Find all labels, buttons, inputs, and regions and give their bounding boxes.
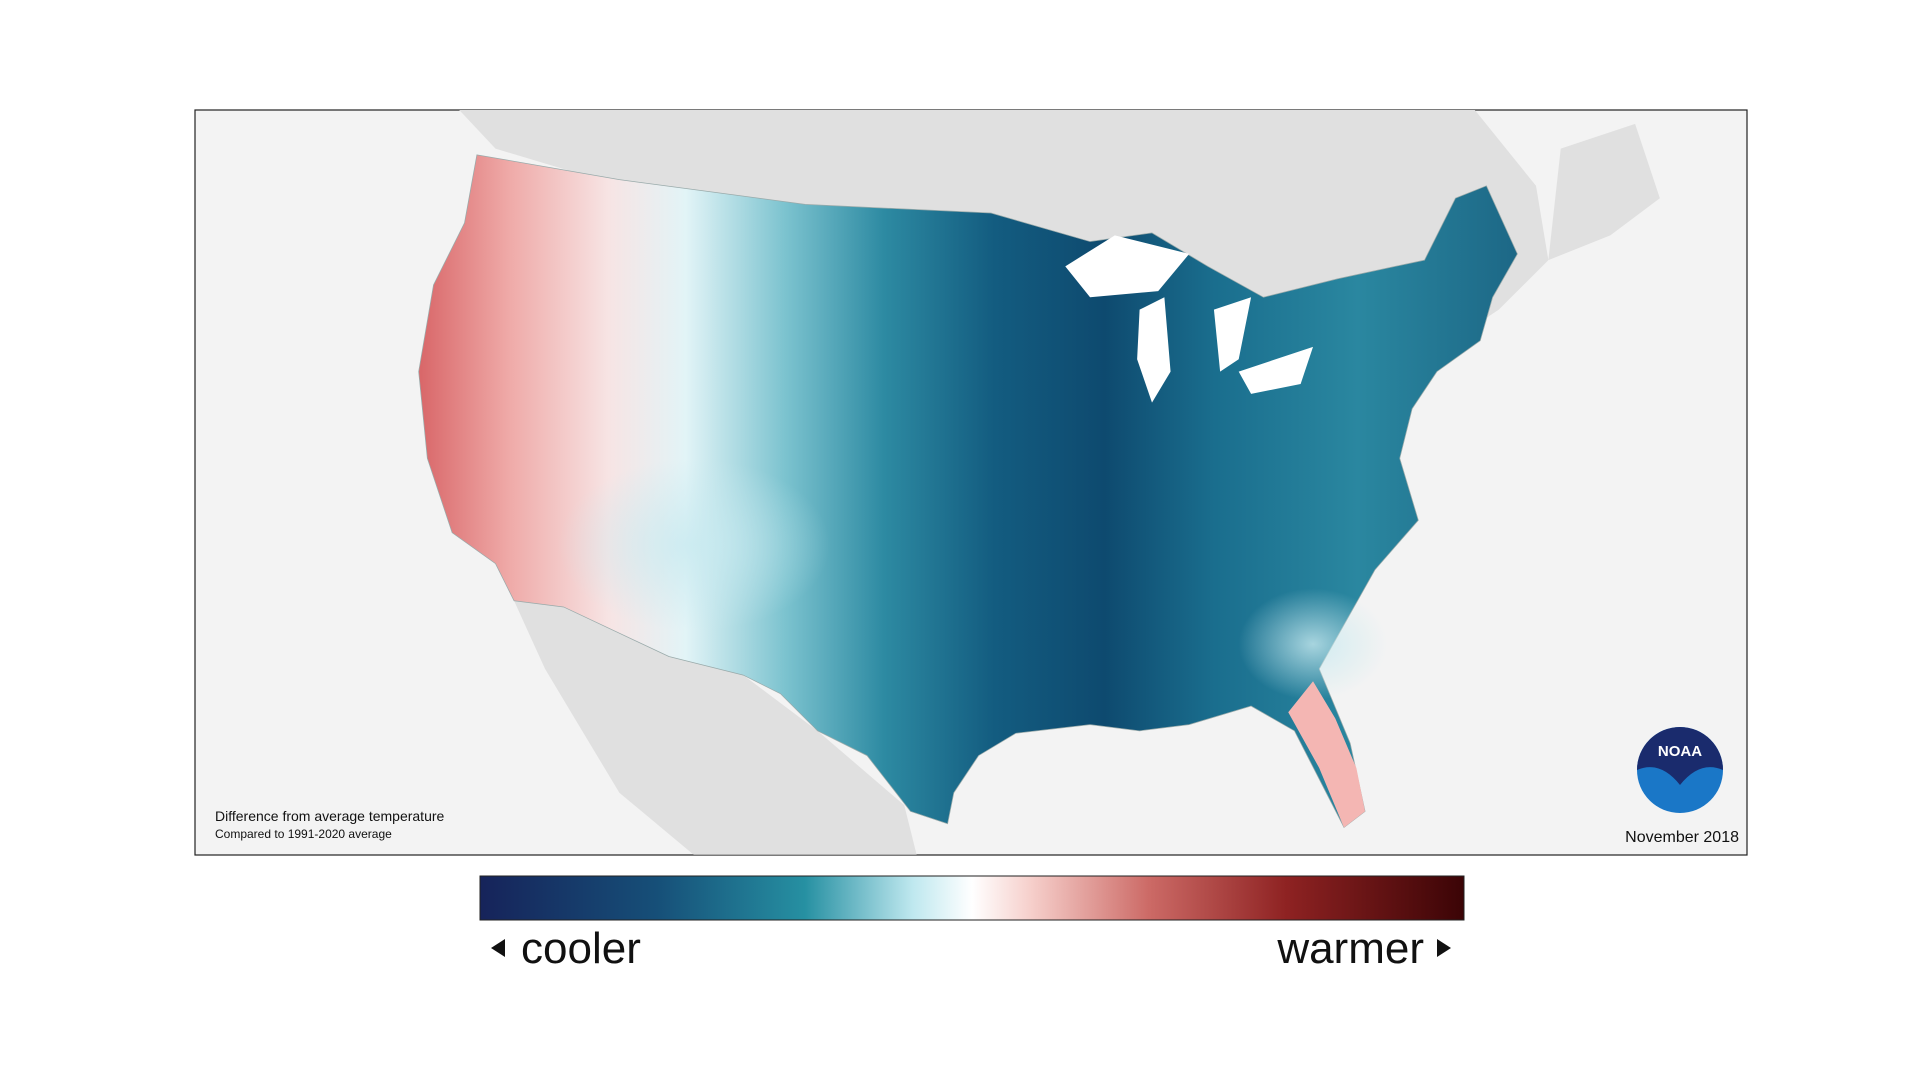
color-bar (479, 875, 1465, 921)
map-geometry (418, 110, 1660, 855)
logo-text: NOAA (1658, 743, 1702, 760)
anomaly-shading (557, 458, 830, 632)
maritimes (1548, 123, 1660, 261)
logo-top (1637, 727, 1723, 785)
legend-high: warmer (1276, 924, 1424, 973)
legend-low: cooler (521, 924, 641, 973)
anomaly-shading (1238, 588, 1388, 700)
logo: NOAA (1637, 727, 1723, 813)
arrow-left (491, 939, 505, 957)
mexico (514, 600, 917, 855)
map-caption: Difference from average temperature (215, 808, 445, 824)
map-date: November 2018 (1625, 829, 1739, 846)
florida-shading (1288, 681, 1366, 828)
map (418, 110, 1660, 855)
great-lakes (1065, 235, 1314, 403)
map-subcaption: Compared to 1991-2020 average (215, 827, 392, 841)
arrow-right (1437, 939, 1451, 957)
